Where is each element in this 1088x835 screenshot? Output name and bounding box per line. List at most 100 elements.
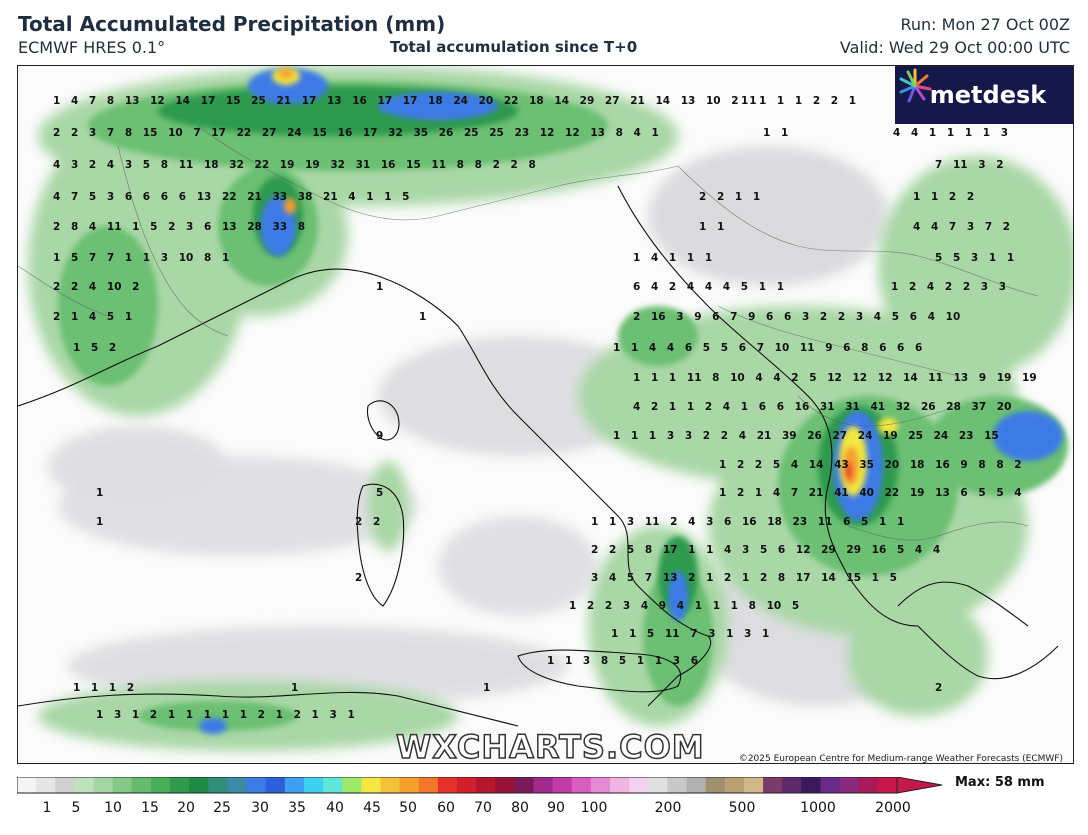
precip-value-row: 5	[376, 487, 383, 499]
precip-value-row: 2 2 3 7 8 15 10 7 17 22 27 24 15 16 17 3…	[53, 127, 659, 139]
precip-value-row: 2 2 1 1	[699, 191, 760, 203]
precip-value-row: 2 2	[355, 516, 380, 528]
scale-cell	[476, 777, 496, 793]
scale-cell	[342, 777, 362, 793]
precip-value-row: 2 1 4 5 1	[53, 311, 132, 323]
wxcharts-watermark: WXCHARTS.COM	[395, 727, 705, 764]
precip-value-row: 2 16 3 9 6 7 9 6 6 3 2 2 3 4 5 6 4 10	[633, 311, 960, 323]
metdesk-logo[interactable]: metdesk	[895, 66, 1073, 124]
precipitation-map[interactable]: 1 4 7 8 13 12 14 17 15 25 21 17 13 16 17…	[17, 65, 1074, 764]
scale-cell	[839, 777, 860, 793]
accumulation-description: Total accumulation since T+0	[390, 38, 638, 56]
precip-value-row: 1 3 1 2 1 1 1 1 1 2 1 2 1 3 1	[96, 709, 355, 721]
scale-tick: 80	[511, 800, 529, 816]
scale-cell	[533, 777, 554, 793]
precip-value-row: 1	[96, 487, 103, 499]
scale-cell	[495, 777, 515, 793]
precipitation-value-labels: 1 4 7 8 13 12 14 17 15 25 21 17 13 16 17…	[53, 95, 1037, 721]
precip-value-row: 2	[355, 572, 362, 584]
scale-tick: 40	[326, 800, 344, 816]
scale-cell	[246, 777, 267, 793]
scale-cell	[399, 777, 420, 793]
precip-value-row: 1	[291, 682, 298, 694]
precip-value-row: 1 1 2 2	[913, 191, 974, 203]
scale-cell	[93, 777, 114, 793]
scale-cell	[877, 777, 898, 793]
precip-value-row: 1 2 4 2 2 3 3	[891, 281, 1006, 293]
precip-value-row: 1 1 1 11 8 10 4 4 2 5 12 12 12 14 11 13 …	[633, 372, 1037, 384]
logo-text: metdesk	[929, 81, 1047, 109]
scale-tick: 30	[251, 800, 269, 816]
scale-tick: 1	[42, 800, 52, 816]
scale-cell	[112, 777, 133, 793]
scale-tick: 200	[654, 800, 682, 816]
scale-cell	[418, 777, 439, 793]
scale-cell	[303, 777, 324, 793]
scale-cell	[457, 777, 477, 793]
scale-cell	[514, 777, 535, 793]
precip-value-row: 1	[419, 311, 426, 323]
scale-cell	[323, 777, 343, 793]
precip-value-row: 1 1 3 8 5 1 1 3 6	[547, 655, 698, 667]
precip-value-row: 1 1	[699, 221, 724, 233]
scale-cell	[571, 777, 592, 793]
scale-cell	[361, 777, 381, 793]
scale-tick: 100	[580, 800, 608, 816]
scale-tick: 10	[104, 800, 122, 816]
scale-tick: 15	[141, 800, 159, 816]
precip-value-row: 1 4 1 1 1	[633, 252, 712, 264]
scale-cell	[743, 777, 764, 793]
scale-cell	[189, 777, 209, 793]
precip-value-row: 1 1 3 11 2 4 3 6 16 18 23 11 6 5 1 1	[591, 516, 904, 528]
precip-value-row: 1 1 1 1 2 2 1	[741, 95, 856, 107]
precip-value-row: 5 5 3 1 1	[935, 252, 1014, 264]
scale-cell	[648, 777, 668, 793]
scale-cell	[820, 777, 841, 793]
precip-value-row: 2	[935, 682, 942, 694]
precip-value-row: 1 1 1 3 3 2 2 4 21 39 26 27 24 19 25 24 …	[613, 430, 999, 442]
scale-tick: 35	[288, 800, 306, 816]
scale-cell	[801, 777, 821, 793]
precip-value-row: 9	[376, 430, 383, 442]
borders	[18, 125, 1039, 541]
map-canvas: 1 4 7 8 13 12 14 17 15 25 21 17 13 16 17…	[18, 66, 1073, 751]
precip-value-row: 1 5 2	[73, 342, 116, 354]
scale-cell	[782, 777, 802, 793]
scale-cell	[610, 777, 630, 793]
precip-value-row: 1 2 1 4 7 21 41 40 22 19 13 6 5 5 4	[719, 487, 1022, 499]
scale-tick: 60	[437, 800, 455, 816]
precip-value-row: 2 8 4 11 1 5 2 3 6 13 28 33 8	[53, 221, 305, 233]
precip-value-row: 7 11 3 2	[935, 159, 1004, 171]
scale-cell	[437, 777, 458, 793]
copyright-notice: ©2025 European Centre for Medium-range W…	[738, 754, 1063, 764]
precip-value-row: 1 1	[763, 127, 788, 139]
precip-value-row: 4 7 5 3 6 6 6 6 13 22 21 33 38 21 4 1 1 …	[53, 191, 410, 203]
scale-tick: 20	[177, 800, 195, 816]
precip-value-row: 4 4 1 1 1 1 3	[893, 127, 1008, 139]
scale-cell	[724, 777, 745, 793]
scale-cell	[705, 777, 726, 793]
coastlines	[18, 185, 1059, 727]
scale-tick: 90	[547, 800, 565, 816]
max-value-label: Max: 58 mm	[955, 775, 1045, 790]
scale-arrow	[896, 777, 943, 794]
scale-cell	[284, 777, 305, 793]
scale-tick: 2000	[875, 800, 911, 816]
precip-value-row: 3 4 5 7 13 2 1 2 1 2 8 17 14 15 1 5	[591, 572, 897, 584]
run-time: Run: Mon 27 Oct 00Z	[900, 15, 1071, 34]
scale-cell	[629, 777, 649, 793]
scale-tick: 50	[399, 800, 417, 816]
scale-tick: 500	[728, 800, 756, 816]
precip-value-row: 1	[376, 281, 383, 293]
scale-tick: 1000	[800, 800, 836, 816]
scale-cell	[763, 777, 783, 793]
precip-value-row: 1 5 7 7 1 1 3 10 8 1	[53, 252, 229, 264]
precip-value-row: 1 2 2 3 4 9 4 1 1 1 8 10 5	[569, 600, 799, 612]
precip-value-row: 6 4 2 4 4 4 5 1 1	[633, 281, 784, 293]
scale-cell	[55, 777, 75, 793]
scale-cell	[265, 777, 286, 793]
precipitation-color-scale	[17, 777, 943, 794]
scale-cell	[858, 777, 879, 793]
precip-value-row: 1 2 2 5 4 14 43 35 20 18 16 9 8 8 2	[719, 459, 1022, 471]
valid-time: Valid: Wed 29 Oct 00:00 UTC	[839, 38, 1070, 57]
